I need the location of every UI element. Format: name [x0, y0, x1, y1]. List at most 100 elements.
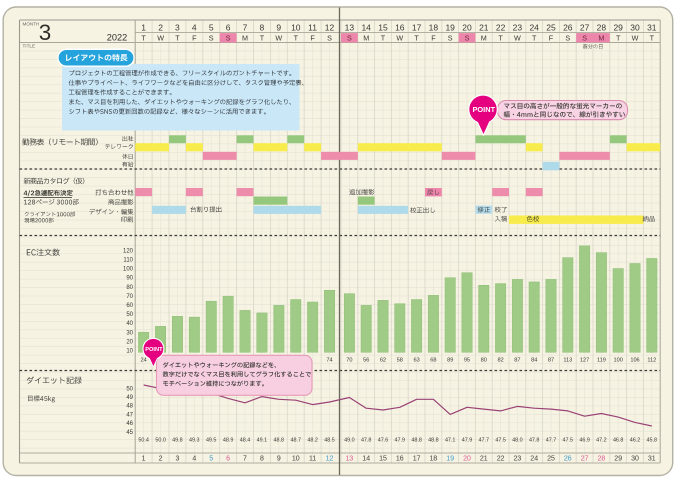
svg-text:TITLE: TITLE: [23, 44, 36, 49]
svg-text:14: 14: [362, 455, 370, 462]
svg-text:47.7: 47.7: [546, 437, 557, 443]
svg-text:16: 16: [396, 455, 404, 462]
svg-text:63: 63: [413, 357, 419, 363]
svg-text:119: 119: [597, 357, 606, 363]
svg-text:28: 28: [597, 22, 607, 32]
svg-text:W: W: [514, 34, 521, 43]
svg-text:45: 45: [126, 430, 133, 436]
svg-text:50.0: 50.0: [155, 437, 166, 443]
svg-text:47: 47: [126, 412, 133, 418]
svg-text:30: 30: [631, 455, 639, 462]
svg-text:46.8: 46.8: [613, 437, 624, 443]
svg-text:45.8: 45.8: [647, 437, 658, 443]
svg-text:T: T: [616, 34, 621, 43]
svg-text:POINT: POINT: [145, 347, 163, 353]
svg-text:T: T: [532, 34, 537, 43]
svg-text:7: 7: [243, 22, 248, 32]
svg-text:89: 89: [447, 357, 453, 363]
svg-text:48.8: 48.8: [274, 437, 285, 443]
svg-text:15: 15: [378, 22, 388, 32]
svg-text:7: 7: [243, 455, 247, 462]
svg-text:30: 30: [126, 330, 133, 336]
svg-text:24: 24: [530, 455, 538, 462]
svg-text:106: 106: [630, 357, 639, 363]
svg-text:50: 50: [126, 312, 133, 318]
svg-text:48.0: 48.0: [512, 437, 523, 443]
svg-text:5: 5: [209, 22, 214, 32]
svg-text:47.2: 47.2: [596, 437, 607, 443]
svg-text:8: 8: [260, 455, 264, 462]
svg-text:47.7: 47.7: [479, 437, 490, 443]
svg-text:21: 21: [480, 455, 488, 462]
svg-text:56: 56: [363, 357, 369, 363]
svg-text:22: 22: [497, 455, 505, 462]
svg-text:100: 100: [614, 357, 623, 363]
svg-text:68: 68: [430, 357, 436, 363]
svg-text:13: 13: [345, 22, 355, 32]
svg-text:48.2: 48.2: [307, 437, 318, 443]
svg-text:70: 70: [346, 357, 352, 363]
svg-text:49.8: 49.8: [172, 437, 183, 443]
svg-text:47.8: 47.8: [529, 437, 540, 443]
svg-text:S: S: [226, 34, 231, 43]
svg-text:120: 120: [123, 248, 134, 254]
svg-text:9: 9: [277, 455, 281, 462]
svg-text:84: 84: [531, 357, 537, 363]
svg-text:70: 70: [126, 294, 133, 300]
svg-text:87: 87: [548, 357, 554, 363]
svg-text:6: 6: [226, 22, 231, 32]
svg-text:W: W: [275, 34, 282, 43]
svg-text:MONTH: MONTH: [23, 22, 40, 27]
svg-text:F: F: [310, 34, 315, 43]
svg-text:113: 113: [563, 357, 572, 363]
svg-text:S: S: [327, 34, 332, 43]
svg-text:23: 23: [514, 455, 522, 462]
svg-text:11: 11: [308, 22, 317, 32]
svg-text:14: 14: [361, 22, 371, 32]
svg-text:13: 13: [346, 455, 354, 462]
svg-text:80: 80: [126, 285, 133, 291]
svg-text:6: 6: [226, 455, 230, 462]
svg-text:11: 11: [309, 455, 316, 462]
svg-text:47.1: 47.1: [445, 437, 456, 443]
svg-text:48.8: 48.8: [428, 437, 439, 443]
svg-text:S: S: [448, 34, 453, 43]
svg-text:49.3: 49.3: [189, 437, 200, 443]
svg-text:19: 19: [446, 455, 454, 462]
svg-text:20: 20: [463, 455, 471, 462]
svg-text:47.5: 47.5: [563, 437, 574, 443]
svg-text:10: 10: [292, 455, 300, 462]
svg-text:24: 24: [140, 357, 146, 363]
svg-text:82: 82: [497, 357, 503, 363]
svg-text:29: 29: [614, 455, 622, 462]
svg-text:80: 80: [481, 357, 487, 363]
svg-text:17: 17: [413, 455, 421, 462]
svg-text:19: 19: [445, 22, 455, 32]
svg-text:40: 40: [126, 321, 133, 327]
svg-text:46.9: 46.9: [579, 437, 590, 443]
svg-text:26: 26: [563, 22, 573, 32]
svg-text:T: T: [175, 34, 180, 43]
svg-text:62: 62: [380, 357, 386, 363]
svg-text:47.8: 47.8: [361, 437, 372, 443]
svg-text:4: 4: [192, 455, 196, 462]
svg-text:M: M: [598, 34, 604, 43]
svg-text:46.2: 46.2: [630, 437, 641, 443]
svg-text:50.4: 50.4: [138, 437, 149, 443]
svg-text:28: 28: [598, 455, 606, 462]
svg-text:24: 24: [529, 22, 539, 32]
svg-text:20: 20: [462, 22, 472, 32]
svg-text:3: 3: [175, 455, 179, 462]
svg-text:12: 12: [325, 22, 335, 32]
svg-text:21: 21: [479, 22, 489, 32]
svg-text:POINT: POINT: [473, 105, 496, 114]
svg-text:58: 58: [397, 357, 403, 363]
svg-text:18: 18: [429, 22, 439, 32]
svg-text:46: 46: [126, 421, 133, 427]
svg-text:31: 31: [648, 455, 656, 462]
svg-text:S: S: [565, 34, 570, 43]
svg-text:S: S: [582, 34, 587, 43]
svg-text:F: F: [549, 34, 554, 43]
svg-text:48.7: 48.7: [291, 437, 302, 443]
svg-text:3: 3: [39, 20, 52, 45]
